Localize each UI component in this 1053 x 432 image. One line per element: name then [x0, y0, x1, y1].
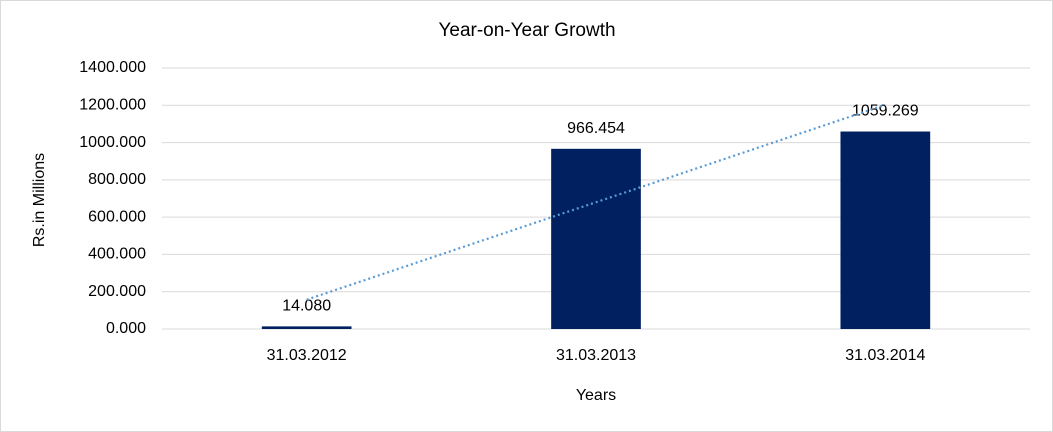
y-tick-label: 800.000 [88, 171, 146, 188]
bar [551, 148, 641, 329]
y-tick-label: 600.000 [88, 208, 146, 225]
x-tick-label: 31.03.2014 [845, 347, 925, 364]
bar [261, 326, 352, 329]
bar [840, 131, 931, 329]
y-tick-label: 400.000 [88, 246, 146, 263]
y-tick-label: 1400.000 [79, 59, 146, 76]
y-axis-title: Rs.in Millions [31, 153, 48, 247]
y-tick-label: 0.000 [106, 320, 146, 337]
x-tick-label: 31.03.2013 [556, 347, 636, 364]
data-label: 1059.269 [852, 103, 919, 120]
trendline [306, 103, 886, 301]
data-label: 966.454 [567, 120, 625, 137]
data-label: 14.080 [282, 298, 331, 315]
y-tick-label: 1200.000 [79, 97, 146, 114]
x-tick-label: 31.03.2012 [267, 347, 347, 364]
y-tick-label: 1000.000 [79, 134, 146, 151]
x-axis-title: Years [576, 387, 616, 404]
y-tick-label: 200.000 [88, 283, 146, 300]
chart-title: Year-on-Year Growth [438, 20, 615, 41]
